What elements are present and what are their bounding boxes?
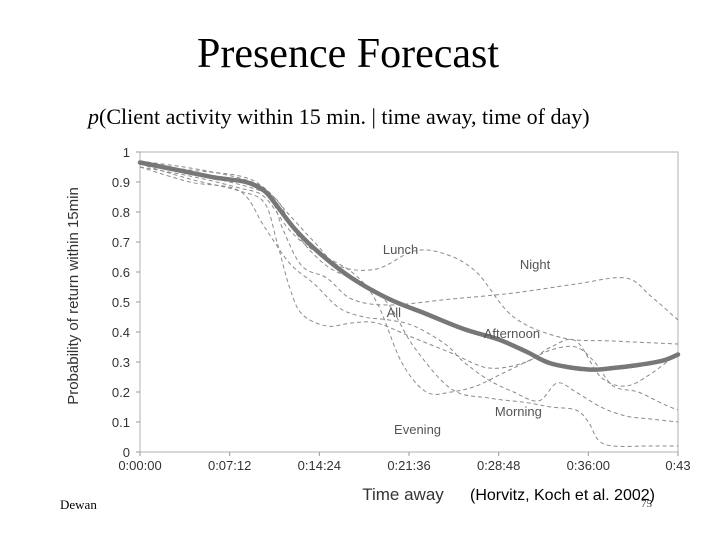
y-tick-label: 0.5: [112, 295, 130, 310]
y-tick-label: 0.2: [112, 385, 130, 400]
series-line-morning: [139, 166, 679, 411]
y-tick-label: 0: [123, 445, 130, 460]
x-tick-label: 0:36:00: [567, 458, 610, 473]
x-tick-label: 0:28:48: [477, 458, 520, 473]
series-label-evening: Evening: [394, 422, 441, 437]
y-tick-label: 0.3: [112, 355, 130, 370]
series-label-night: Night: [520, 257, 551, 272]
series-line-lunch: [139, 163, 679, 345]
citation: (Horvitz, Koch et al. 2002): [470, 487, 655, 504]
y-tick-label: 0.4: [112, 325, 130, 340]
x-tick-label: 0:43: [665, 458, 690, 473]
series-label-all: All: [387, 305, 402, 320]
x-tick-label: 0:14:24: [298, 458, 341, 473]
y-tick-label: 0.8: [112, 205, 130, 220]
y-tick-label: 0.6: [112, 265, 130, 280]
subtitle-p: p: [88, 104, 99, 129]
plot-frame: [139, 151, 679, 453]
chart-subtitle: p(Client activity within 15 min. | time …: [88, 104, 590, 130]
series-line-all-mean: [137, 160, 681, 372]
y-tick-label: 0.1: [112, 415, 130, 430]
author-name: Dewan: [60, 497, 97, 512]
x-axis-label: Time away: [362, 485, 444, 504]
x-tick-label: 0:21:36: [387, 458, 430, 473]
series-line-afternoon: [139, 163, 679, 387]
series-line-evening: [139, 163, 678, 447]
y-tick-label: 0.7: [112, 235, 130, 250]
slide-title: Presence Forecast: [196, 31, 500, 77]
y-tick-label: 1: [123, 145, 130, 160]
y-tick-label: 0.9: [112, 175, 130, 190]
x-tick-label: 0:00:00: [118, 458, 161, 473]
series-label-afternoon: Afternoon: [484, 326, 540, 341]
page-number: 75: [641, 498, 652, 510]
series-label-lunch: Lunch: [383, 242, 418, 257]
x-tick-label: 0:07:12: [208, 458, 251, 473]
series-line-night: [139, 160, 679, 321]
series-label-morning: Morning: [495, 404, 542, 419]
y-axis-label: Probability of return within 15min: [65, 187, 82, 405]
subtitle-rest: (Client activity within 15 min. | time a…: [99, 104, 590, 129]
series-line-all: [139, 166, 679, 423]
